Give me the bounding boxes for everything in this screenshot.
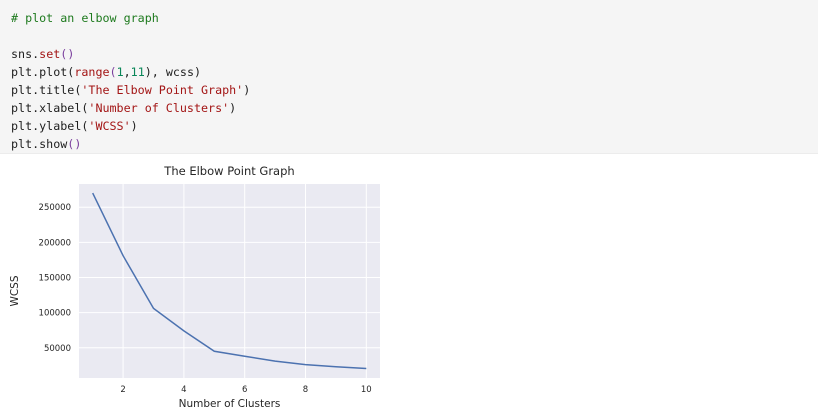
y-tick-label: 100000 [39,309,71,319]
code-line-plot: plt.plot(range(1,11), wcss) [11,65,202,79]
y-tick-label: 50000 [44,344,71,354]
y-tick-label: 150000 [39,273,71,283]
code-line-show: plt.show() [11,137,82,151]
y-axis-label: WCSS [9,275,21,306]
x-tick-label: 8 [303,385,308,395]
cell-output: 2 4 6 8 10 50000 100000 150000 200000 250000 The… [0,155,400,415]
code-comment: # plot an elbow graph [11,11,159,25]
code-cell[interactable]: # plot an elbow graph sns.set() plt.plot… [0,0,818,154]
code-line-sns-set: sns.set() [11,47,75,61]
y-tick-label: 200000 [39,238,71,248]
code-line-ylabel: plt.ylabel('WCSS') [11,119,138,133]
code-editor[interactable]: # plot an elbow graph sns.set() plt.plot… [0,0,818,153]
y-tick-labels: 50000 100000 150000 200000 250000 [39,203,71,354]
grid-lines [79,184,380,378]
elbow-chart: 2 4 6 8 10 50000 100000 150000 200000 250000 The… [9,164,380,410]
y-tick-label: 250000 [39,203,71,213]
x-tick-label: 4 [181,385,186,395]
chart-title: The Elbow Point Graph [163,164,294,178]
x-tick-labels: 2 4 6 8 10 [120,385,371,395]
code-line-title: plt.title('The Elbow Point Graph') [11,83,251,97]
x-tick-label: 6 [242,385,247,395]
x-tick-label: 10 [361,385,372,395]
x-axis-label: Number of Clusters [179,398,281,410]
x-tick-label: 2 [120,385,125,395]
series-line [92,192,367,370]
plot-area [79,184,380,378]
code-line-xlabel: plt.xlabel('Number of Clusters') [11,101,237,115]
